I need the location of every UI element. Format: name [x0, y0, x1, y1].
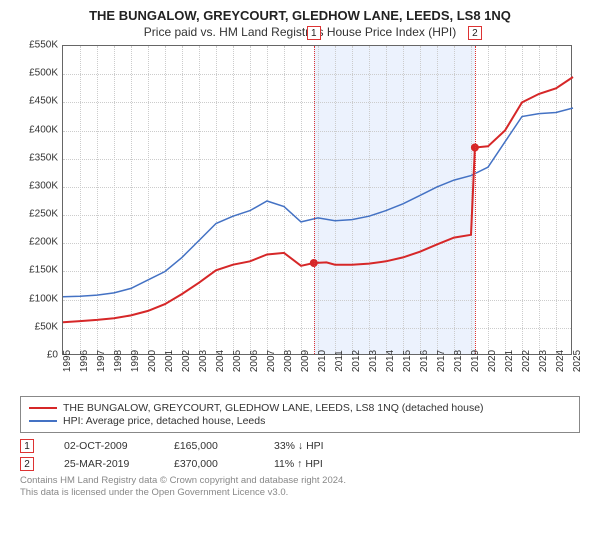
sale-diff: 33% ↓ HPI [274, 440, 374, 452]
sale-flag-icon: 1 [20, 439, 34, 453]
sale-row: 2 25-MAR-2019 £370,000 11% ↑ HPI [20, 457, 580, 471]
legend-label: HPI: Average price, detached house, Leed… [63, 415, 265, 427]
chart-subtitle: Price paid vs. HM Land Registry's House … [10, 25, 590, 39]
y-tick-label: £200K [20, 237, 58, 248]
legend-swatch [29, 420, 57, 422]
sale-flag-icon: 2 [20, 457, 34, 471]
y-tick-label: £450K [20, 96, 58, 107]
legend-swatch [29, 407, 57, 409]
legend-box: THE BUNGALOW, GREYCOURT, GLEDHOW LANE, L… [20, 396, 580, 433]
series-line [63, 108, 573, 297]
footer-text: Contains HM Land Registry data © Crown c… [20, 475, 580, 500]
y-tick-label: £100K [20, 293, 58, 304]
line-svg [63, 46, 571, 354]
marker-line [314, 46, 315, 354]
y-tick-label: £250K [20, 209, 58, 220]
y-tick-label: £150K [20, 265, 58, 276]
chart-container: THE BUNGALOW, GREYCOURT, GLEDHOW LANE, L… [0, 0, 600, 560]
sale-date: 02-OCT-2009 [64, 440, 144, 452]
y-tick-label: £550K [20, 40, 58, 51]
sales-table: 1 02-OCT-2009 £165,000 33% ↓ HPI 2 25-MA… [20, 439, 580, 471]
marker-line [475, 46, 476, 354]
sale-price: £165,000 [174, 440, 244, 452]
marker-flag: 2 [468, 26, 482, 40]
footer-line: Contains HM Land Registry data © Crown c… [20, 475, 580, 487]
y-tick-label: £50K [20, 321, 58, 332]
chart-title: THE BUNGALOW, GREYCOURT, GLEDHOW LANE, L… [10, 8, 590, 23]
marker-flag: 1 [307, 26, 321, 40]
legend-item: THE BUNGALOW, GREYCOURT, GLEDHOW LANE, L… [29, 402, 571, 414]
plot-area: 12 [62, 45, 572, 355]
y-tick-label: £300K [20, 180, 58, 191]
y-tick-label: £500K [20, 68, 58, 79]
y-tick-label: £350K [20, 152, 58, 163]
sale-price: £370,000 [174, 458, 244, 470]
legend-item: HPI: Average price, detached house, Leed… [29, 415, 571, 427]
chart-area: £0 £50K £100K £150K £200K £250K £300K £350K £400… [20, 45, 580, 390]
footer-line: This data is licensed under the Open Gov… [20, 487, 580, 499]
sale-date: 25-MAR-2019 [64, 458, 144, 470]
sale-diff: 11% ↑ HPI [274, 458, 374, 470]
sale-row: 1 02-OCT-2009 £165,000 33% ↓ HPI [20, 439, 580, 453]
series-line [63, 77, 573, 322]
y-tick-label: £0 [20, 350, 58, 361]
y-tick-label: £400K [20, 124, 58, 135]
legend-label: THE BUNGALOW, GREYCOURT, GLEDHOW LANE, L… [63, 402, 484, 414]
x-tick-label: 2025 [572, 350, 600, 372]
